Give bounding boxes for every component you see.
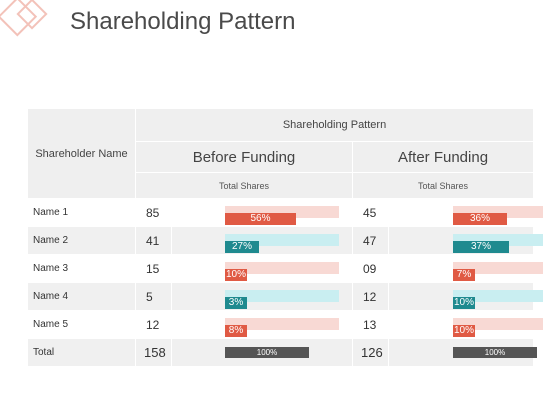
after-bar-fill bbox=[453, 297, 475, 309]
after-bar-fill bbox=[453, 241, 509, 253]
total-before-bar: 100% bbox=[225, 347, 309, 358]
after-bar-fill bbox=[453, 269, 475, 281]
shareholder-name: Name 1 bbox=[27, 198, 136, 227]
before-pct-label: 8% bbox=[228, 325, 244, 336]
before-bar-cell: 3% bbox=[171, 282, 353, 311]
shareholder-name: Name 2 bbox=[27, 226, 136, 255]
after-bar-fill bbox=[453, 325, 475, 337]
after-shares: 47 bbox=[352, 226, 389, 255]
before-bar-track: 27% bbox=[225, 234, 339, 253]
before-bar-fill bbox=[225, 297, 247, 309]
before-shares: 5 bbox=[135, 282, 172, 311]
table-row: Name 4 5 3% 12 10% bbox=[27, 282, 543, 311]
before-pct-label: 56% bbox=[250, 213, 271, 224]
after-bar-cell: 10% bbox=[387, 310, 543, 339]
before-bar-cell: 56% bbox=[171, 198, 353, 227]
after-bar-cell: 37% bbox=[387, 226, 543, 255]
before-shares: 15 bbox=[135, 254, 172, 283]
shareholder-name: Name 5 bbox=[27, 310, 136, 339]
before-bar-cell: 27% bbox=[171, 226, 353, 255]
shareholding-table: Shareholder Name Shareholding Pattern Be… bbox=[27, 108, 543, 367]
after-shares: 45 bbox=[352, 198, 389, 227]
after-bar-fill bbox=[453, 213, 507, 225]
before-pct-label: 10% bbox=[225, 269, 246, 280]
shareholder-name-header: Shareholder Name bbox=[27, 108, 136, 199]
before-total-shares-header: Total Shares bbox=[135, 172, 353, 199]
table-row: Name 1 85 56% 45 36% bbox=[27, 198, 543, 227]
after-pct-label: 10% bbox=[453, 325, 474, 336]
after-bar-cell: 36% bbox=[387, 198, 543, 227]
shareholder-name: Name 3 bbox=[27, 254, 136, 283]
before-pct-label: 3% bbox=[228, 297, 244, 308]
before-pct-label: 27% bbox=[231, 241, 252, 252]
after-bar-track: 10% bbox=[453, 318, 543, 337]
after-total-shares-header: Total Shares bbox=[351, 172, 535, 199]
after-bar-cell: 10% bbox=[387, 282, 543, 311]
before-shares: 12 bbox=[135, 310, 172, 339]
before-shares: 85 bbox=[135, 198, 172, 227]
after-pct-label: 37% bbox=[470, 241, 491, 252]
after-funding-header: After Funding bbox=[351, 141, 535, 173]
after-bar-track: 37% bbox=[453, 234, 543, 253]
after-shares: 13 bbox=[352, 310, 389, 339]
total-after-bar: 100% bbox=[453, 347, 537, 358]
total-before-bar-cell: 100% bbox=[171, 338, 353, 367]
total-after-shares: 126 bbox=[352, 338, 389, 367]
before-shares: 41 bbox=[135, 226, 172, 255]
before-funding-header: Before Funding bbox=[135, 141, 353, 173]
before-bar-fill bbox=[225, 325, 247, 337]
before-bar-fill bbox=[225, 241, 259, 253]
total-after-bar-cell: 100% bbox=[387, 338, 537, 367]
after-pct-label: 7% bbox=[456, 269, 472, 280]
before-bar-track: 56% bbox=[225, 206, 339, 225]
after-shares: 12 bbox=[352, 282, 389, 311]
after-bar-track: 10% bbox=[453, 290, 543, 309]
before-bar-fill bbox=[225, 269, 247, 281]
after-pct-label: 10% bbox=[453, 297, 474, 308]
before-bar-track: 10% bbox=[225, 262, 339, 281]
table-row: Name 2 41 27% 47 37% bbox=[27, 226, 543, 255]
before-bar-cell: 10% bbox=[171, 254, 353, 283]
before-bar-track: 8% bbox=[225, 318, 339, 337]
total-before-shares: 158 bbox=[135, 338, 172, 367]
after-bar-track: 7% bbox=[453, 262, 543, 281]
total-label: Total bbox=[27, 338, 136, 367]
after-bar-track: 36% bbox=[453, 206, 543, 225]
after-shares: 09 bbox=[352, 254, 389, 283]
table-row: Name 5 12 8% 13 10% bbox=[27, 310, 543, 339]
before-bar-cell: 8% bbox=[171, 310, 353, 339]
before-bar-fill bbox=[225, 213, 296, 225]
after-bar-cell: 7% bbox=[387, 254, 543, 283]
diamond-logo-icon bbox=[0, 0, 48, 37]
table-row: Name 3 15 10% 09 7% bbox=[27, 254, 543, 283]
after-pct-label: 36% bbox=[469, 213, 490, 224]
group-header: Shareholding Pattern bbox=[134, 108, 535, 142]
before-bar-track: 3% bbox=[225, 290, 339, 309]
page-title: Shareholding Pattern bbox=[70, 8, 296, 35]
shareholder-name: Name 4 bbox=[27, 282, 136, 311]
